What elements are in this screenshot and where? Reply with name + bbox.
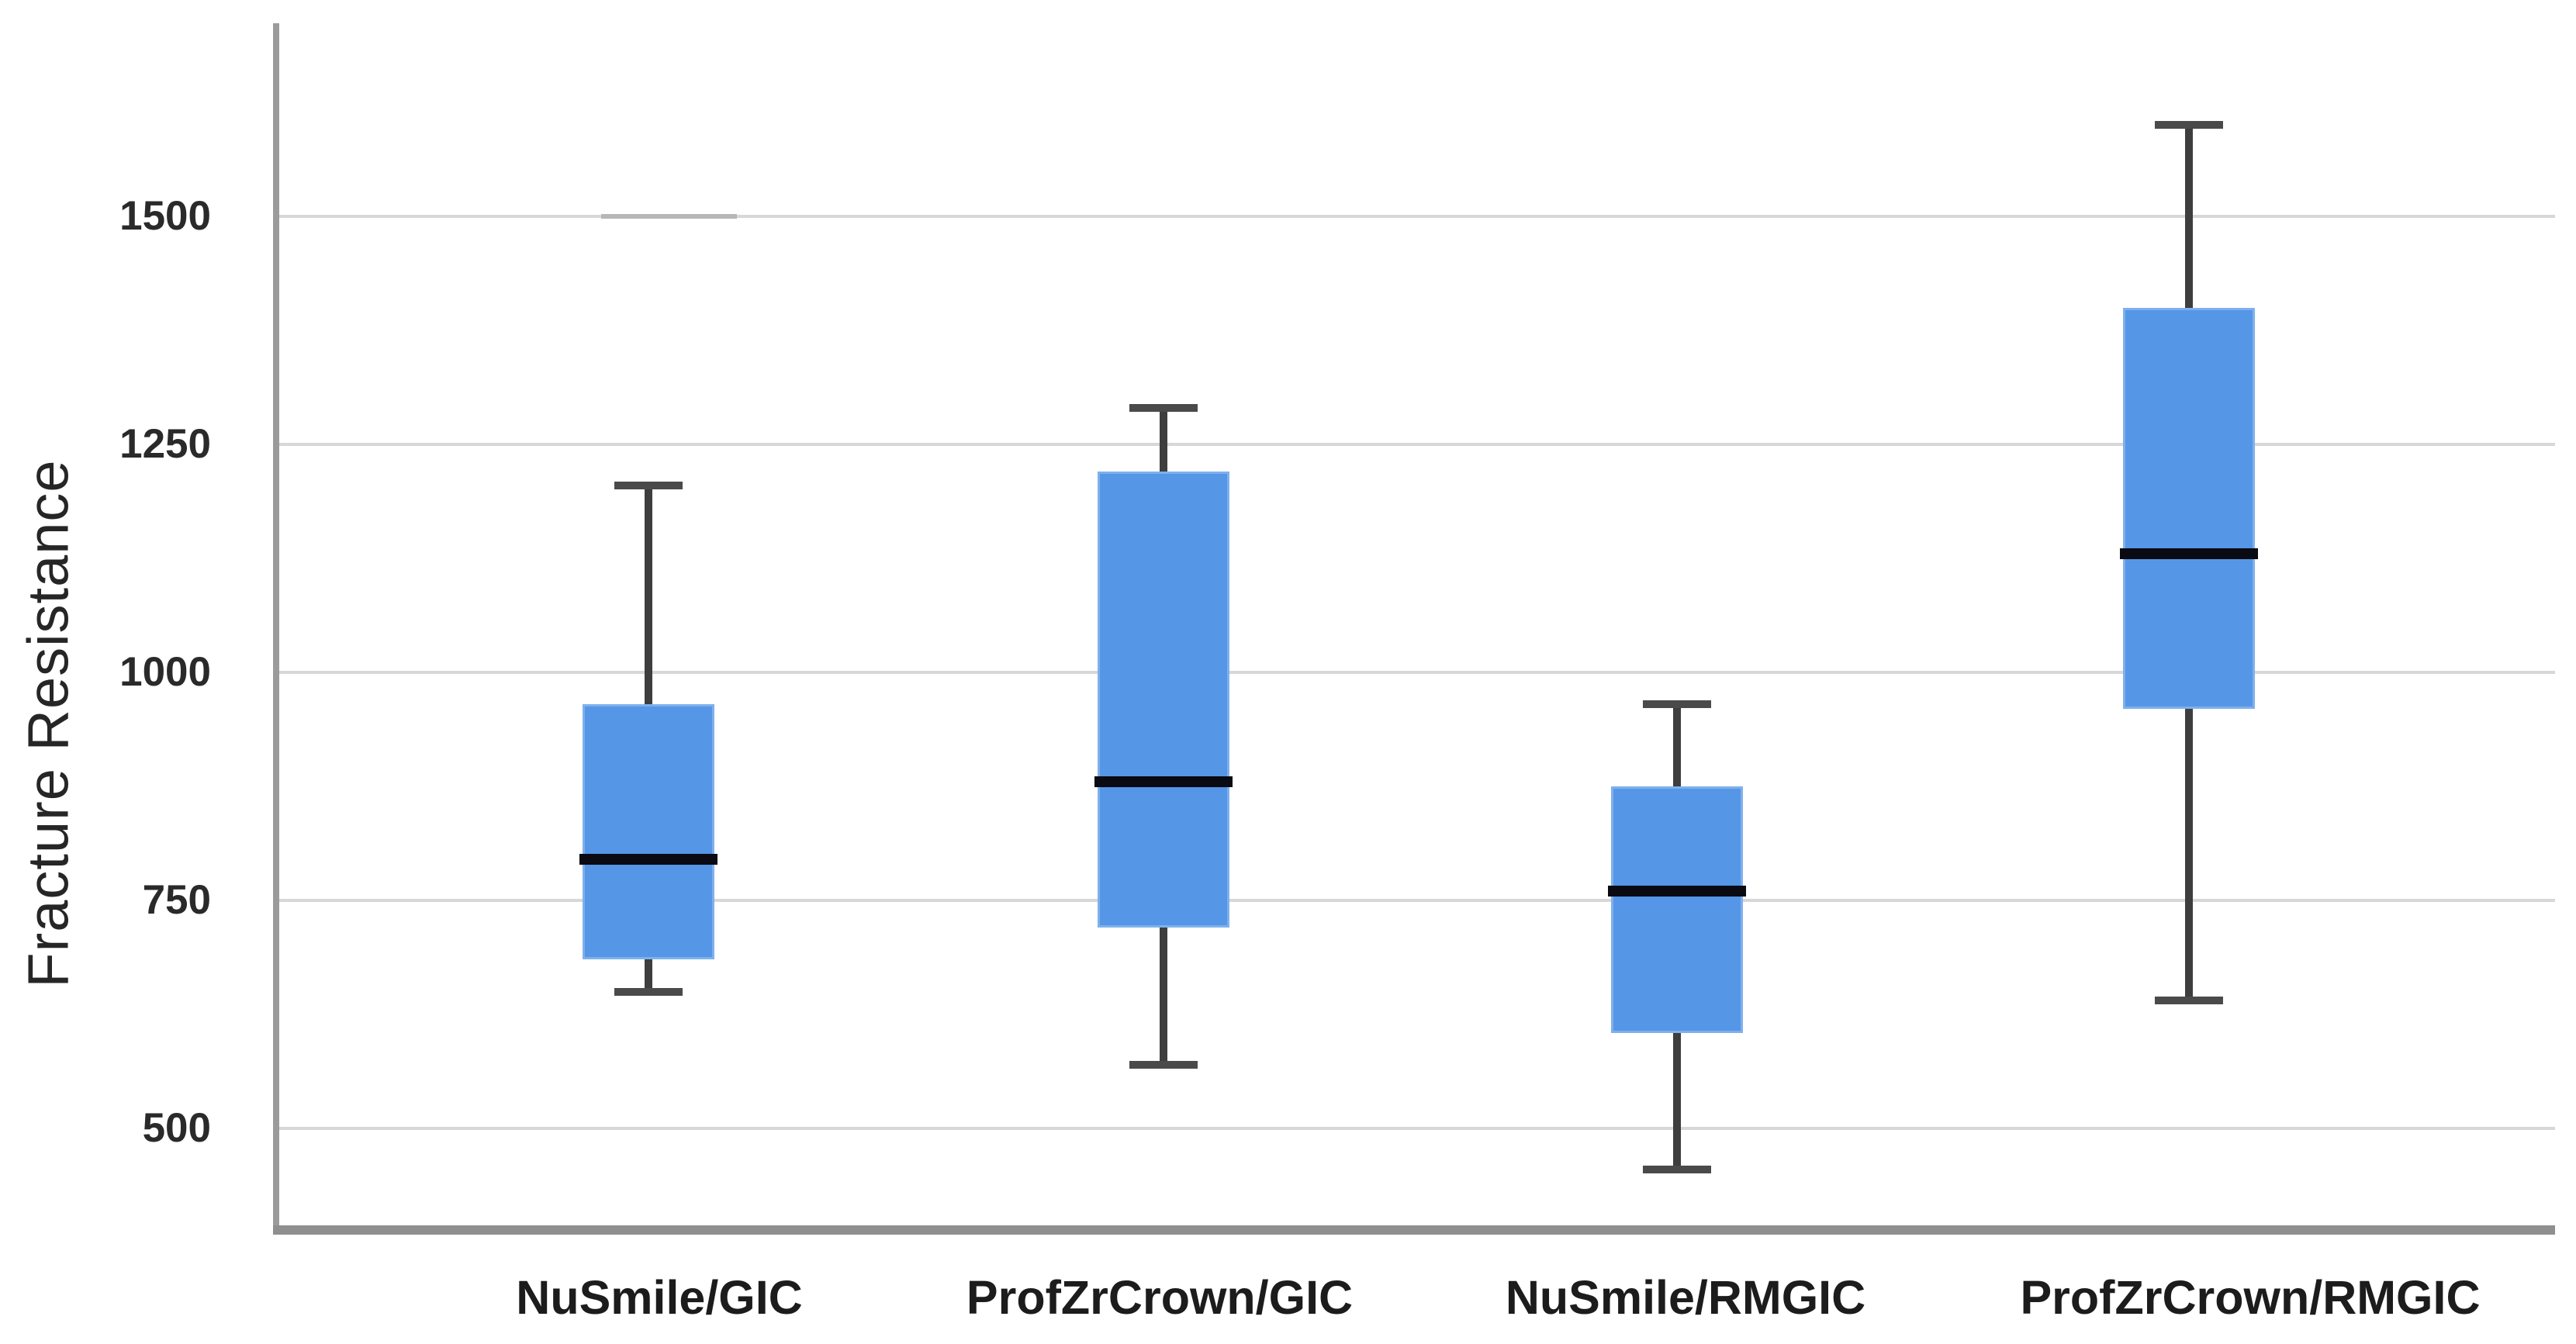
gridline-1000 [278, 671, 2555, 674]
x-category-label-profzrcrown-rmgic: ProfZrCrown/RMGIC [2020, 1271, 2481, 1324]
y-tick-label-1500: 1500 [119, 193, 211, 239]
whisker-cap-max-profzrcrown-gic [1129, 403, 1198, 412]
y-tick-label-750: 750 [142, 877, 211, 923]
box-nusmile-rmgic [1611, 786, 1743, 1033]
gridline-500 [278, 1127, 2555, 1130]
box-profzrcrown-rmgic [2123, 307, 2255, 710]
gridline-artifact-segment [601, 214, 737, 219]
median-line-profzrcrown-gic [1094, 776, 1233, 788]
whisker-cap-max-nusmile-rmgic [1643, 700, 1711, 709]
x-category-label-nusmile-rmgic: NuSmile/RMGIC [1505, 1271, 1866, 1324]
median-line-profzrcrown-rmgic [2120, 548, 2258, 560]
y-tick-label-500: 500 [142, 1105, 211, 1151]
gridline-1250 [278, 443, 2555, 446]
y-tick-label-1000: 1000 [119, 649, 211, 695]
whisker-cap-min-nusmile-gic [614, 987, 683, 996]
whisker-cap-min-nusmile-rmgic [1643, 1165, 1711, 1173]
x-category-label-nusmile-gic: NuSmile/GIC [516, 1271, 803, 1324]
box-profzrcrown-gic [1098, 472, 1229, 928]
y-tick-label-1250: 1250 [119, 421, 211, 467]
whisker-cap-max-nusmile-gic [614, 481, 683, 489]
gridline-1500 [278, 215, 2555, 218]
median-line-nusmile-rmgic [1608, 886, 1746, 897]
y-axis-line [273, 23, 279, 1235]
median-line-nusmile-gic [579, 854, 717, 865]
gridline-750 [278, 899, 2555, 902]
x-category-label-profzrcrown-gic: ProfZrCrown/GIC [966, 1271, 1354, 1324]
whisker-cap-max-profzrcrown-rmgic [2155, 121, 2223, 130]
x-axis-line [273, 1225, 2555, 1235]
box-nusmile-gic [583, 704, 714, 960]
whisker-cap-min-profzrcrown-gic [1129, 1060, 1198, 1069]
whisker-cap-min-profzrcrown-rmgic [2155, 997, 2223, 1005]
